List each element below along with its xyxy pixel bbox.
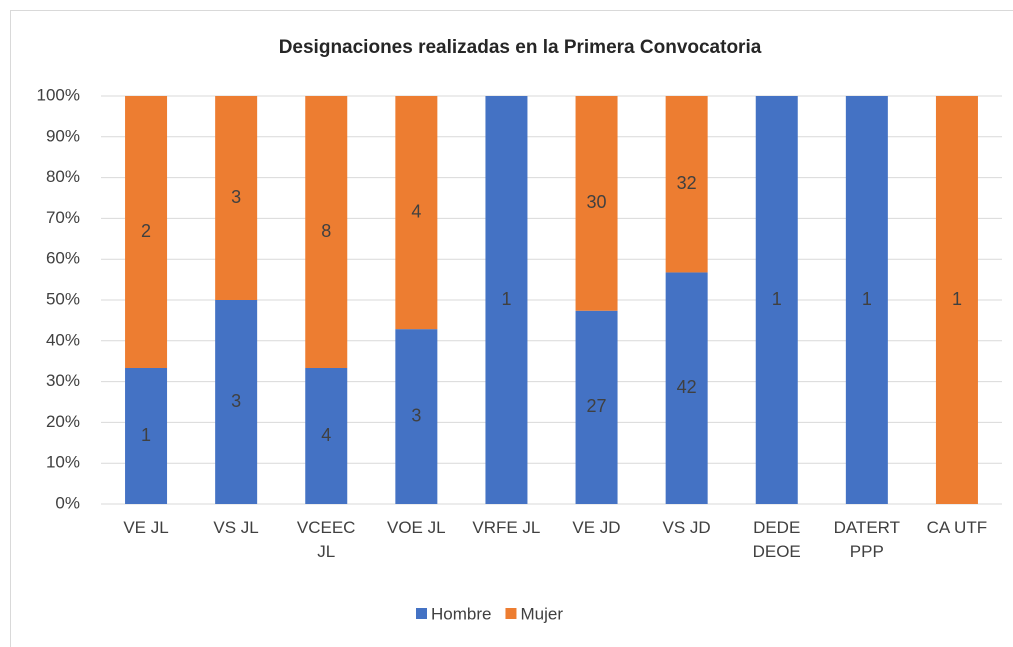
bar-segment bbox=[575, 96, 618, 311]
bar-segment bbox=[305, 368, 348, 504]
data-label: 1 bbox=[772, 289, 782, 309]
x-tick-label: DATERT PPP bbox=[833, 518, 901, 561]
bar-segment bbox=[665, 96, 708, 273]
bar-segment bbox=[665, 272, 708, 504]
bar-segment bbox=[395, 96, 438, 330]
data-label: 4 bbox=[411, 201, 421, 221]
y-tick-label: 40% bbox=[46, 330, 80, 349]
data-label: 3 bbox=[231, 391, 241, 411]
x-tick-label: VE JD bbox=[572, 518, 621, 537]
x-tick-label: CA UTF bbox=[926, 518, 988, 537]
x-tick-label: VS JL bbox=[213, 518, 259, 537]
y-tick-label: 60% bbox=[46, 249, 80, 268]
data-label: 8 bbox=[321, 221, 331, 241]
y-tick-label: 90% bbox=[46, 126, 80, 145]
data-label: 3 bbox=[411, 405, 421, 425]
y-tick-label: 0% bbox=[55, 493, 80, 512]
bar-segment bbox=[485, 96, 528, 504]
data-label: 1 bbox=[141, 425, 151, 445]
bar-segment bbox=[395, 329, 438, 504]
x-tick-label: VRFE JL bbox=[472, 518, 541, 537]
data-label: 42 bbox=[677, 377, 697, 397]
data-label: 2 bbox=[141, 221, 151, 241]
x-tick-label: VCEEC JL bbox=[296, 518, 356, 561]
y-tick-label: 10% bbox=[46, 453, 80, 472]
data-label: 1 bbox=[862, 289, 872, 309]
data-label: 1 bbox=[952, 289, 962, 309]
y-tick-label: 30% bbox=[46, 371, 80, 390]
y-tick-label: 70% bbox=[46, 208, 80, 227]
x-tick-label: VE JL bbox=[123, 518, 169, 537]
bar-segment bbox=[575, 310, 618, 504]
data-label: 32 bbox=[677, 173, 697, 193]
legend-swatch bbox=[416, 608, 427, 619]
bar-segment bbox=[305, 96, 348, 368]
bar-segment bbox=[125, 368, 168, 504]
bar-segment bbox=[935, 96, 978, 504]
bar-segment bbox=[845, 96, 888, 504]
bar-segment bbox=[215, 300, 258, 504]
y-tick-label: 50% bbox=[46, 289, 80, 308]
x-tick-label: DEDE DEOE bbox=[752, 518, 801, 561]
legend-swatch bbox=[505, 608, 517, 619]
y-tick-label: 80% bbox=[46, 167, 80, 186]
bar-segment bbox=[125, 96, 168, 368]
legend-label: Mujer bbox=[520, 604, 563, 623]
data-label: 30 bbox=[587, 192, 607, 212]
bar-segment bbox=[755, 96, 798, 504]
x-tick-label: VOE JL bbox=[387, 518, 446, 537]
y-tick-label: 100% bbox=[37, 85, 80, 104]
bar-segment bbox=[215, 96, 258, 300]
data-label: 3 bbox=[231, 187, 241, 207]
y-tick-label: 20% bbox=[46, 412, 80, 431]
data-label: 1 bbox=[501, 289, 511, 309]
x-tick-label: VS JD bbox=[662, 518, 711, 537]
chart-title: Designaciones realizadas en la Primera C… bbox=[279, 37, 762, 58]
data-label: 27 bbox=[587, 396, 607, 416]
legend-label: Hombre bbox=[431, 604, 491, 623]
data-label: 4 bbox=[321, 425, 331, 445]
